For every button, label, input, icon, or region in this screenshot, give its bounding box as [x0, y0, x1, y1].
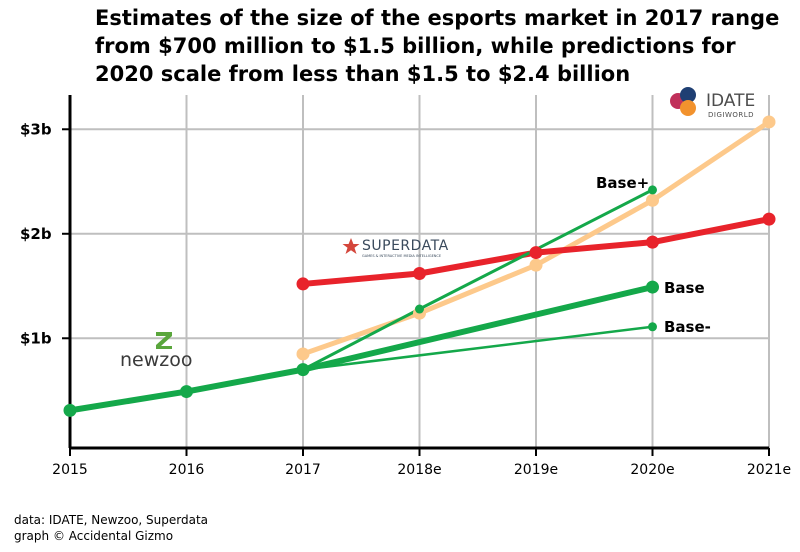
idate-logo-text: IDATE: [706, 91, 755, 111]
data-point-idate: [762, 115, 776, 129]
newzoo-logo: newzoo: [120, 332, 193, 371]
y-tick-labels: $1b $2b $3b: [20, 120, 70, 347]
data-point-base-plus: [648, 185, 657, 195]
y-tick-label: $3b: [20, 120, 52, 138]
source-line-2: graph © Accidental Gizmo: [14, 529, 174, 543]
series-label-base-minus: Base-: [664, 318, 711, 336]
data-point-superdata: [296, 277, 310, 291]
idate-logo-circle-blue: [680, 87, 696, 103]
chart-title: Estimates of the size of the esports mar…: [95, 4, 785, 88]
y-tick-label: $2b: [20, 225, 52, 243]
data-point-base-plus: [415, 304, 424, 314]
data-point-idate: [296, 347, 310, 361]
data-point-base-minus: [298, 365, 308, 375]
superdata-logo-text: SUPERDATA: [362, 238, 449, 254]
x-tick-label: 2018e: [397, 462, 441, 478]
y-tick-label: $1b: [20, 329, 52, 347]
series-labels: Base+ Base Base-: [596, 174, 711, 336]
newzoo-logo-icon: [156, 332, 172, 349]
source-line-1: data: IDATE, Newzoo, Superdata: [14, 513, 209, 527]
data-point-base-minus: [648, 322, 657, 332]
series-points: [63, 115, 776, 417]
chart-title-line-2: from $700 million to $1.5 billion, while…: [95, 34, 736, 58]
idate-logo: IDATE DIGIWORLD: [670, 87, 755, 119]
x-tick-label: 2015: [52, 462, 88, 478]
data-point-base: [646, 280, 659, 294]
chart-title-line-3: 2020 scale from less than $1.5 to $2.4 b…: [95, 62, 631, 86]
x-tick-label: 2021e: [747, 462, 791, 478]
chart-title-line-1: Estimates of the size of the esports mar…: [95, 6, 780, 30]
idate-logo-subtext: DIGIWORLD: [708, 111, 754, 119]
data-point-idate: [529, 258, 543, 272]
data-point-superdata: [646, 235, 659, 249]
superdata-star-icon: [342, 238, 360, 254]
superdata-logo: SUPERDATA GAMES & INTERACTIVE MEDIA INTE…: [342, 238, 449, 258]
x-tick-label: 2019e: [514, 462, 558, 478]
x-tick-label: 2016: [169, 462, 205, 478]
data-point-base: [63, 403, 77, 417]
series-label-base-plus: Base+: [596, 174, 649, 192]
data-point-superdata: [413, 266, 426, 280]
idate-logo-circle-orange: [680, 100, 696, 116]
series-label-base: Base: [664, 279, 705, 297]
source-note: data: IDATE, Newzoo, Superdata graph © A…: [14, 512, 208, 544]
x-tick-label: 2017: [285, 462, 321, 478]
data-point-superdata: [529, 246, 543, 260]
data-point-idate: [646, 193, 659, 207]
data-point-base: [180, 385, 193, 399]
data-point-superdata: [762, 212, 776, 226]
series-line-base: [67, 284, 656, 414]
newzoo-logo-text: newzoo: [120, 349, 193, 371]
x-tick-labels: 2015 2016 2017 2018e 2019e 2020e 2021e: [52, 448, 791, 478]
superdata-logo-subtext: GAMES & INTERACTIVE MEDIA INTELLIGENCE: [362, 254, 441, 258]
series-line-base-minus: [301, 325, 654, 371]
x-tick-label: 2020e: [630, 462, 674, 478]
